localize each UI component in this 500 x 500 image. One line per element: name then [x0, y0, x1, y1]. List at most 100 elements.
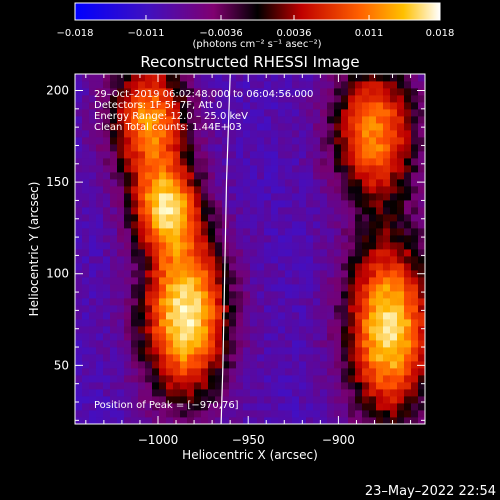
heatmap-cell: [138, 228, 146, 236]
heatmap-cell: [327, 74, 335, 82]
heatmap-cell: [194, 403, 202, 411]
heatmap-cell: [341, 389, 349, 397]
heatmap-cell: [173, 263, 181, 271]
heatmap-cell: [236, 102, 244, 110]
heatmap-cell: [75, 291, 83, 299]
heatmap-cell: [229, 109, 237, 117]
heatmap-cell: [96, 193, 104, 201]
heatmap-cell: [187, 389, 195, 397]
heatmap-cell: [138, 326, 146, 334]
heatmap-cell: [145, 74, 153, 82]
heatmap-cell: [82, 193, 90, 201]
heatmap-cell: [397, 151, 405, 159]
heatmap-cell: [180, 291, 188, 299]
heatmap-cell: [250, 221, 258, 229]
heatmap-cell: [306, 200, 314, 208]
heatmap-cell: [383, 312, 391, 320]
heatmap-cell: [299, 130, 307, 138]
heatmap-cell: [110, 417, 118, 424]
heatmap-cell: [138, 144, 146, 152]
heatmap-cell: [397, 361, 405, 369]
heatmap-cell: [404, 305, 412, 313]
heatmap-cell: [383, 368, 391, 376]
heatmap-cell: [285, 340, 293, 348]
heatmap-cell: [117, 326, 125, 334]
heatmap-cell: [264, 193, 272, 201]
heatmap-cell: [201, 361, 209, 369]
heatmap-cell: [96, 263, 104, 271]
heatmap-cell: [215, 417, 223, 424]
heatmap-cell: [159, 368, 167, 376]
heatmap-cell: [82, 403, 90, 411]
heatmap-cell: [362, 361, 370, 369]
heatmap-cell: [264, 109, 272, 117]
heatmap-cell: [390, 375, 398, 383]
heatmap-cell: [327, 214, 335, 222]
heatmap-cell: [138, 389, 146, 397]
heatmap-cell: [124, 298, 132, 306]
heatmap-cell: [201, 81, 209, 89]
heatmap-cell: [306, 298, 314, 306]
heatmap-cell: [201, 88, 209, 96]
heatmap-cell: [124, 200, 132, 208]
heatmap-cell: [96, 333, 104, 341]
heatmap-cell: [131, 368, 139, 376]
heatmap-cell: [250, 417, 258, 424]
x-tick-label: −900: [322, 433, 355, 447]
heatmap-cell: [334, 319, 342, 327]
heatmap-cell: [341, 186, 349, 194]
heatmap-cell: [264, 186, 272, 194]
heatmap-cell: [355, 109, 363, 117]
heatmap-cell: [103, 340, 111, 348]
heatmap-cell: [222, 417, 230, 424]
heatmap-cell: [264, 312, 272, 320]
heatmap-cell: [117, 319, 125, 327]
heatmap-cell: [187, 340, 195, 348]
heatmap-cell: [320, 235, 328, 243]
heatmap: [75, 74, 425, 424]
heatmap-cell: [369, 263, 377, 271]
heatmap-cell: [355, 179, 363, 187]
heatmap-cell: [404, 382, 412, 390]
heatmap-cell: [201, 130, 209, 138]
heatmap-cell: [124, 221, 132, 229]
heatmap-cell: [96, 305, 104, 313]
heatmap-cell: [145, 242, 153, 250]
heatmap-cell: [334, 382, 342, 390]
heatmap-cell: [208, 410, 216, 418]
heatmap-cell: [257, 144, 265, 152]
heatmap-cell: [131, 417, 139, 424]
heatmap-cell: [75, 375, 83, 383]
x-axis: −1000 −950 −900: [85, 74, 412, 447]
heatmap-cell: [159, 263, 167, 271]
heatmap-cell: [278, 95, 286, 103]
heatmap-cell: [117, 137, 125, 145]
heatmap-cell: [152, 179, 160, 187]
heatmap-cell: [292, 109, 300, 117]
heatmap-cell: [166, 305, 174, 313]
heatmap-cell: [145, 277, 153, 285]
heatmap-cell: [229, 137, 237, 145]
heatmap-cell: [404, 221, 412, 229]
heatmap-cell: [355, 74, 363, 82]
heatmap-cell: [257, 291, 265, 299]
heatmap-cell: [313, 172, 321, 180]
heatmap-cell: [180, 144, 188, 152]
heatmap-cell: [201, 137, 209, 145]
heatmap-cell: [96, 235, 104, 243]
heatmap-cell: [89, 361, 97, 369]
heatmap-cell: [334, 228, 342, 236]
heatmap-cell: [348, 102, 356, 110]
heatmap-cell: [404, 242, 412, 250]
heatmap-cell: [418, 165, 425, 173]
heatmap-cell: [299, 228, 307, 236]
heatmap-cell: [173, 340, 181, 348]
heatmap-cell: [334, 284, 342, 292]
heatmap-cell: [131, 116, 139, 124]
heatmap-cell: [306, 207, 314, 215]
heatmap-cell: [341, 144, 349, 152]
heatmap-cell: [103, 305, 111, 313]
heatmap-cell: [103, 312, 111, 320]
heatmap-cell: [334, 165, 342, 173]
